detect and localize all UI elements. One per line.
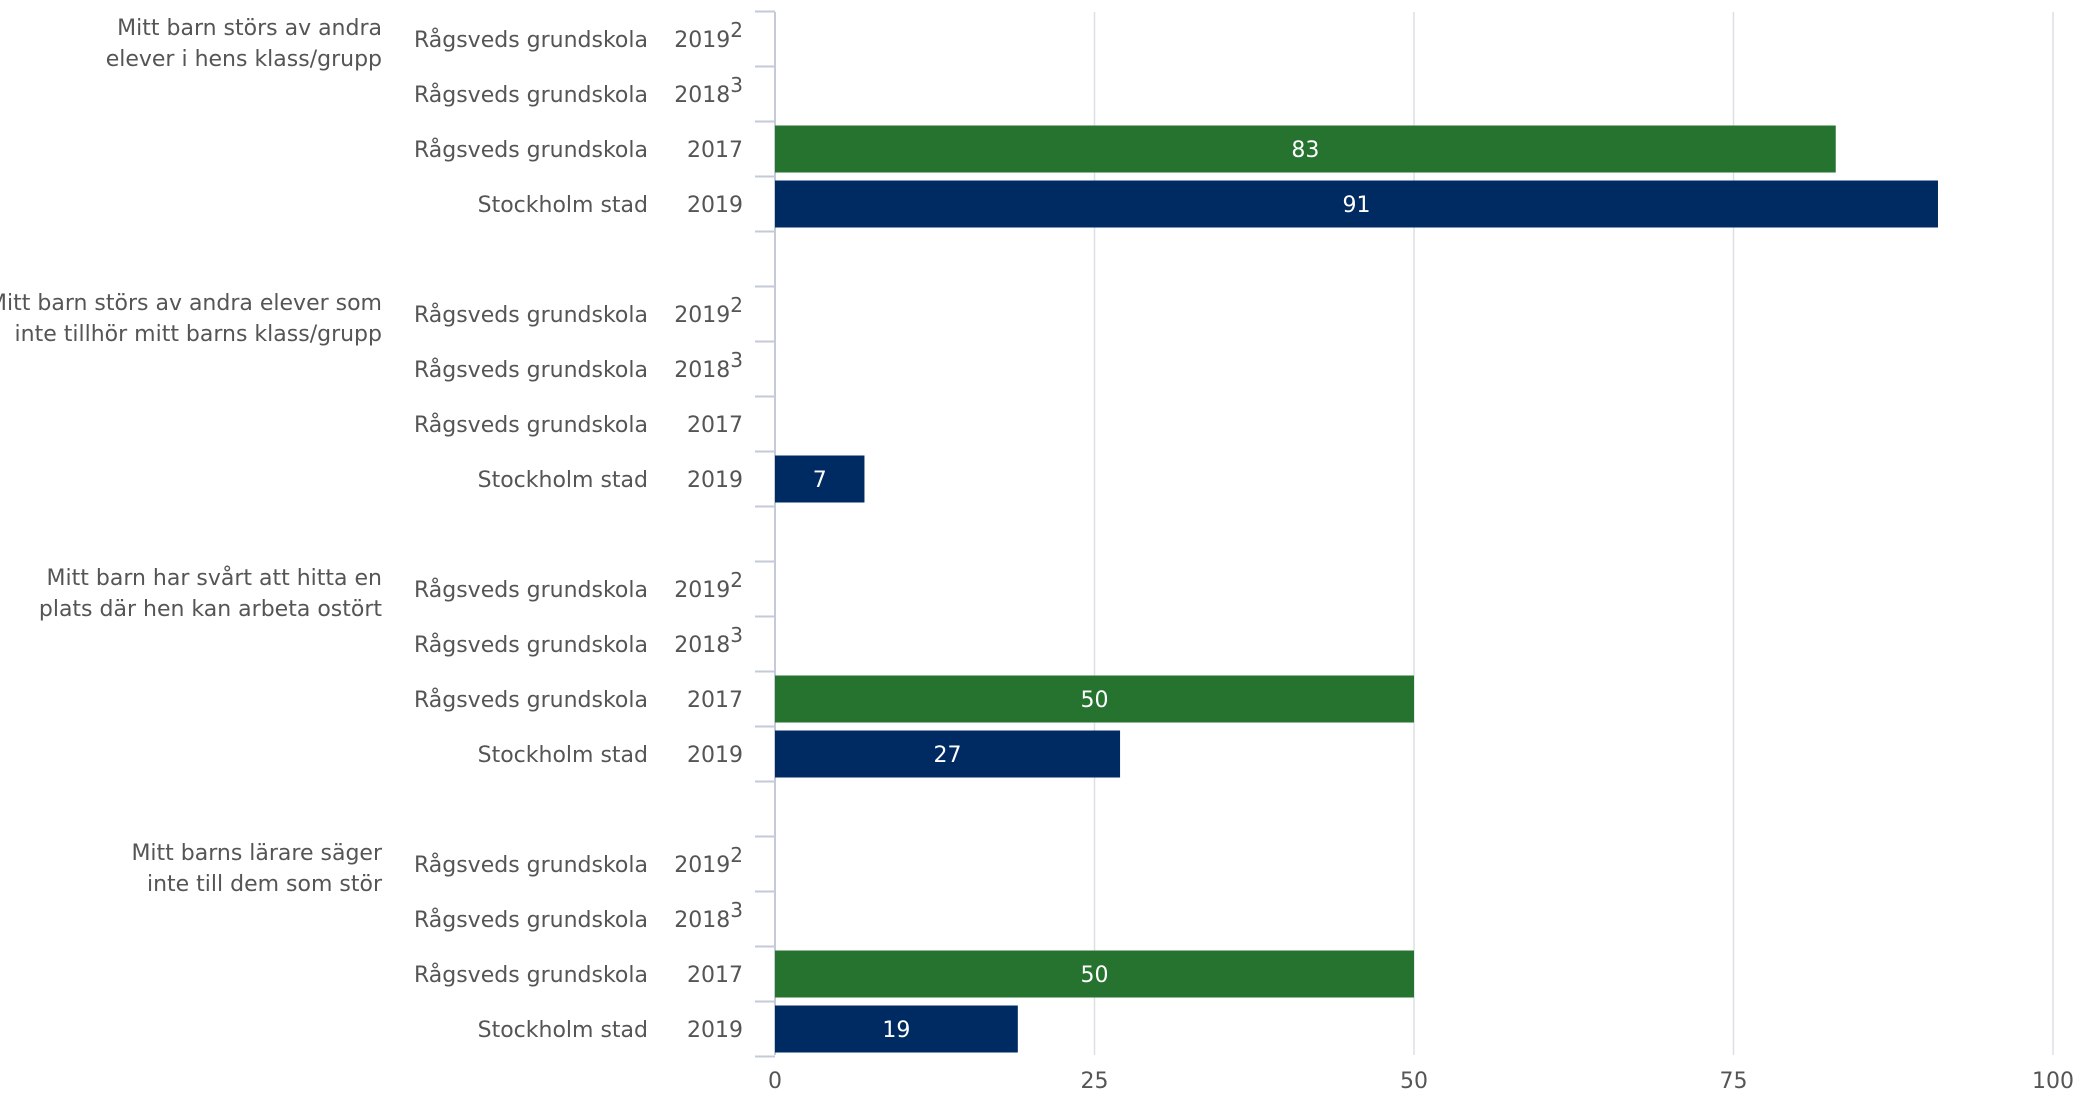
bar-value-label: 7 <box>813 468 827 493</box>
group-label: inte tillhör mitt barns klass/grupp <box>15 322 382 347</box>
bar <box>775 455 865 503</box>
bar-value-label: 50 <box>1081 963 1109 988</box>
row-year-superscript: 2 <box>730 568 743 592</box>
row-year: 2019 <box>687 193 743 218</box>
group-label: Mitt barns lärare säger <box>131 841 382 866</box>
row-year: 2019 <box>674 578 730 603</box>
row-year-label: 20183 <box>674 73 743 108</box>
row-year-label: 20183 <box>674 898 743 933</box>
row-year: 2019 <box>674 303 730 328</box>
row-year-label: 2019 <box>687 468 743 493</box>
row-unit-label: Rågsveds grundskola <box>414 577 648 603</box>
row-year: 2019 <box>674 853 730 878</box>
row-year-label: 20183 <box>674 348 743 383</box>
bar <box>775 730 1121 778</box>
row-unit-label: Rågsveds grundskola <box>414 27 648 53</box>
row-year-superscript: 3 <box>730 623 743 647</box>
x-tick-label: 0 <box>768 1069 782 1094</box>
row-year: 2018 <box>674 633 730 658</box>
row-year: 2018 <box>674 358 730 383</box>
row-year: 2019 <box>674 28 730 53</box>
group-label: Mitt barn störs av andra <box>117 16 382 41</box>
row-year-label: 20192 <box>674 843 743 878</box>
row-year-label: 2017 <box>687 138 743 163</box>
row-year-label: 20192 <box>674 18 743 53</box>
row-year: 2018 <box>674 83 730 108</box>
row-year-label: 2017 <box>687 413 743 438</box>
row-unit-label: Rågsveds grundskola <box>414 687 648 713</box>
x-tick-label: 100 <box>2032 1069 2074 1094</box>
row-year-label: 2019 <box>687 1018 743 1043</box>
row-year: 2017 <box>687 963 743 988</box>
row-year-superscript: 2 <box>730 18 743 42</box>
x-tick-label: 75 <box>1720 1069 1748 1094</box>
row-unit-label: Rågsveds grundskola <box>414 412 648 438</box>
x-tick-label: 50 <box>1400 1069 1428 1094</box>
row-year: 2019 <box>687 468 743 493</box>
bar-value-label: 27 <box>934 743 962 768</box>
row-year-label: 20192 <box>674 568 743 603</box>
row-year-superscript: 3 <box>730 73 743 97</box>
row-unit-label: Rågsveds grundskola <box>414 962 648 988</box>
row-year-superscript: 3 <box>730 348 743 372</box>
row-unit-label: Rågsveds grundskola <box>414 357 648 383</box>
row-unit-label: Rågsveds grundskola <box>414 82 648 108</box>
row-year: 2017 <box>687 413 743 438</box>
row-year: 2017 <box>687 688 743 713</box>
group-label: plats där hen kan arbeta ostört <box>39 597 382 622</box>
row-year: 2017 <box>687 138 743 163</box>
row-year-label: 2017 <box>687 688 743 713</box>
bar-value-label: 50 <box>1081 688 1109 713</box>
row-year: 2019 <box>687 743 743 768</box>
row-year-label: 20192 <box>674 293 743 328</box>
bar <box>775 180 1938 228</box>
row-year-superscript: 3 <box>730 898 743 922</box>
row-unit-label: Stockholm stad <box>478 1018 648 1043</box>
row-year-label: 2019 <box>687 193 743 218</box>
bar-value-label: 91 <box>1342 193 1370 218</box>
group-label: Mitt barn har svårt att hitta en <box>47 565 382 591</box>
row-unit-label: Rågsveds grundskola <box>414 907 648 933</box>
bar <box>775 675 1414 723</box>
bar <box>775 125 1836 173</box>
row-unit-label: Rågsveds grundskola <box>414 632 648 658</box>
row-year-label: 2019 <box>687 743 743 768</box>
row-unit-label: Rågsveds grundskola <box>414 852 648 878</box>
row-unit-label: Rågsveds grundskola <box>414 137 648 163</box>
group-label: inte till dem som stör <box>147 872 383 897</box>
row-unit-label: Stockholm stad <box>478 743 648 768</box>
group-label: elever i hens klass/grupp <box>106 47 382 72</box>
bar <box>775 950 1414 998</box>
row-year-superscript: 2 <box>730 293 743 317</box>
row-unit-label: Rågsveds grundskola <box>414 302 648 328</box>
row-year: 2019 <box>687 1018 743 1043</box>
bar-value-label: 83 <box>1291 138 1319 163</box>
row-unit-label: Stockholm stad <box>478 193 648 218</box>
row-unit-label: Stockholm stad <box>478 468 648 493</box>
group-label: Mitt barn störs av andra elever som <box>0 291 382 316</box>
bar-value-label: 19 <box>882 1018 910 1043</box>
row-year-superscript: 2 <box>730 843 743 867</box>
bar <box>775 1005 1018 1053</box>
row-year: 2018 <box>674 908 730 933</box>
x-tick-label: 25 <box>1081 1069 1109 1094</box>
row-year-label: 20183 <box>674 623 743 658</box>
row-year-label: 2017 <box>687 963 743 988</box>
